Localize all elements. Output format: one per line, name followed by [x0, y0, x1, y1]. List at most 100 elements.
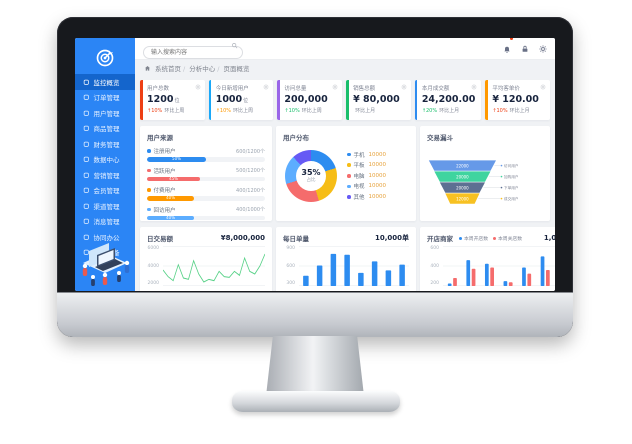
stat-card-label: 销售总额: [353, 86, 376, 92]
monitor-stand: [266, 336, 364, 396]
legend-label: 电脑: [353, 173, 365, 180]
legend-dot: [493, 236, 496, 240]
sidebar-item[interactable]: 监控概览: [75, 74, 135, 90]
sidebar-item[interactable]: 协同办公: [75, 229, 135, 245]
line-chart: [163, 246, 265, 286]
legend-item: 本周关店数: [493, 235, 522, 242]
bottom-row: 日交易额 ¥8,000,000 6000 4000 2000: [140, 227, 555, 291]
panel-title: 交易漏斗: [427, 134, 453, 142]
breadcrumb: 系统首页 分析中心 页面概览: [135, 60, 555, 76]
user-source-list: 注册用户 600/1200个 50%: [147, 147, 265, 220]
sidebar-item[interactable]: 商品管理: [75, 121, 135, 137]
stat-card: 今日新增用户 1000位 ↑10% 环比上周: [208, 80, 274, 120]
sidebar-item-label: 消息管理: [93, 218, 120, 227]
stat-card: 本月成交额 24,200.00 ↑20% 环比上月: [414, 80, 482, 120]
y-tick: 300: [286, 281, 295, 286]
legend-label: 电视: [353, 184, 365, 191]
card-gear-icon[interactable]: [195, 84, 201, 90]
stat-card-label: 平均客单价: [492, 86, 520, 92]
legend-label: 平板: [353, 163, 365, 170]
progress-track: 50%: [147, 157, 265, 162]
sidebar-illustration: [82, 243, 130, 286]
sidebar-item[interactable]: 数据中心: [75, 152, 135, 168]
source-value: 400/1200个: [236, 187, 265, 194]
card-gear-icon[interactable]: [263, 84, 269, 90]
progress-track: 45%: [147, 176, 265, 181]
settings-gear-icon[interactable]: [539, 45, 547, 53]
sidebar-item[interactable]: 财务管理: [75, 136, 135, 152]
sidebar-item-label: 订单管理: [93, 94, 120, 103]
menu-icon: [83, 156, 90, 163]
lock-icon[interactable]: [521, 45, 529, 53]
card-accent-bar: [208, 80, 212, 120]
dashboard-screen: 监控概览 订单管理 用户管理: [75, 38, 555, 291]
source-value: 600/1200个: [236, 148, 265, 155]
svg-text:访问用户: 访问用户: [504, 163, 519, 168]
card-gear-icon[interactable]: [540, 84, 546, 90]
svg-text:22000: 22000: [456, 163, 469, 168]
panel-total: ¥8,000,000: [220, 234, 265, 242]
user-source-row: 回访用户 400/1000个 40%: [147, 206, 265, 220]
sidebar-item-label: 用户管理: [93, 109, 120, 118]
legend-value: 10000: [368, 193, 387, 200]
card-gear-icon[interactable]: [471, 84, 477, 90]
donut-chart: 35% 占比: [285, 149, 337, 202]
legend-item: 电脑 10000: [347, 172, 409, 180]
sidebar-item[interactable]: 消息管理: [75, 214, 135, 230]
user-source-panel: 用户来源 注册用户 600/1200个: [140, 126, 272, 221]
notifications-button[interactable]: [503, 38, 514, 58]
search-input[interactable]: [143, 45, 243, 59]
breadcrumb-item[interactable]: 系统首页: [155, 65, 181, 73]
breadcrumb-item[interactable]: 分析中心: [181, 63, 215, 73]
panel-title: 开店商家: [427, 235, 453, 243]
series-dot: [147, 188, 151, 192]
menu-icon: [83, 218, 90, 225]
legend-item: 平板 10000: [347, 161, 409, 169]
legend-item: 手机 10000: [347, 151, 409, 159]
y-tick: 400: [430, 263, 439, 269]
legend-item: 电视 10000: [347, 182, 409, 190]
monitor-base: [232, 391, 400, 412]
card-gear-icon[interactable]: [332, 84, 338, 90]
stat-card-footnote: ↑10% 环比上月: [492, 107, 530, 114]
breadcrumb-item[interactable]: 页面概览: [215, 63, 250, 73]
svg-text:12000: 12000: [456, 196, 469, 201]
stat-card-value: ¥ 120.00: [492, 94, 539, 105]
progress-track: 40%: [147, 196, 265, 201]
search-icon[interactable]: [231, 42, 238, 49]
daily-orders-panel: 每日单量 10,000单 900 600 300: [276, 227, 416, 291]
app-logo[interactable]: [75, 42, 135, 74]
sidebar-item-label: 渠道管理: [93, 202, 120, 211]
y-axis-ticks: 900 600 300: [283, 246, 297, 286]
sidebar-item[interactable]: 渠道管理: [75, 198, 135, 214]
card-accent-bar: [485, 80, 488, 120]
menu-icon: [83, 187, 90, 194]
y-tick: 6000: [147, 246, 159, 251]
sidebar-item[interactable]: 订单管理: [75, 90, 135, 106]
menu-icon: [83, 141, 90, 148]
legend-item: 其他 10000: [347, 193, 409, 201]
sidebar-item[interactable]: 会员管理: [75, 183, 135, 199]
legend-dot: [347, 195, 351, 199]
panel-title: 每日单量: [283, 235, 309, 243]
stat-card-unit: 位: [174, 98, 180, 104]
legend-label: 手机: [353, 152, 365, 159]
bar-chart: [299, 246, 409, 286]
progress-track: 40%: [147, 215, 265, 220]
stat-cards-row: 用户总数 1200位 ↑10% 环比上周 今日新增用户 1000位: [140, 80, 551, 120]
card-accent-bar: [140, 80, 143, 120]
source-label: 活跃用户: [153, 168, 176, 175]
series-dot: [147, 168, 151, 173]
funnel-panel: 交易漏斗 22000 访问用户 20000 加购用户 20000 下单用户 12000 成交用…: [420, 126, 550, 221]
card-gear-icon[interactable]: [401, 84, 407, 90]
home-icon: [144, 65, 151, 72]
series-dot: [147, 149, 151, 153]
sidebar-item[interactable]: 用户管理: [75, 105, 135, 121]
shops-legend: 本周开店数 本周关店数: [459, 235, 522, 242]
sidebar-item-label: 营销管理: [93, 171, 120, 180]
svg-text:成交用户: 成交用户: [504, 196, 519, 201]
shops-panel: 开店商家 本周开店数: [420, 227, 555, 291]
menu-icon: [83, 203, 90, 210]
sidebar-item[interactable]: 营销管理: [75, 167, 135, 183]
